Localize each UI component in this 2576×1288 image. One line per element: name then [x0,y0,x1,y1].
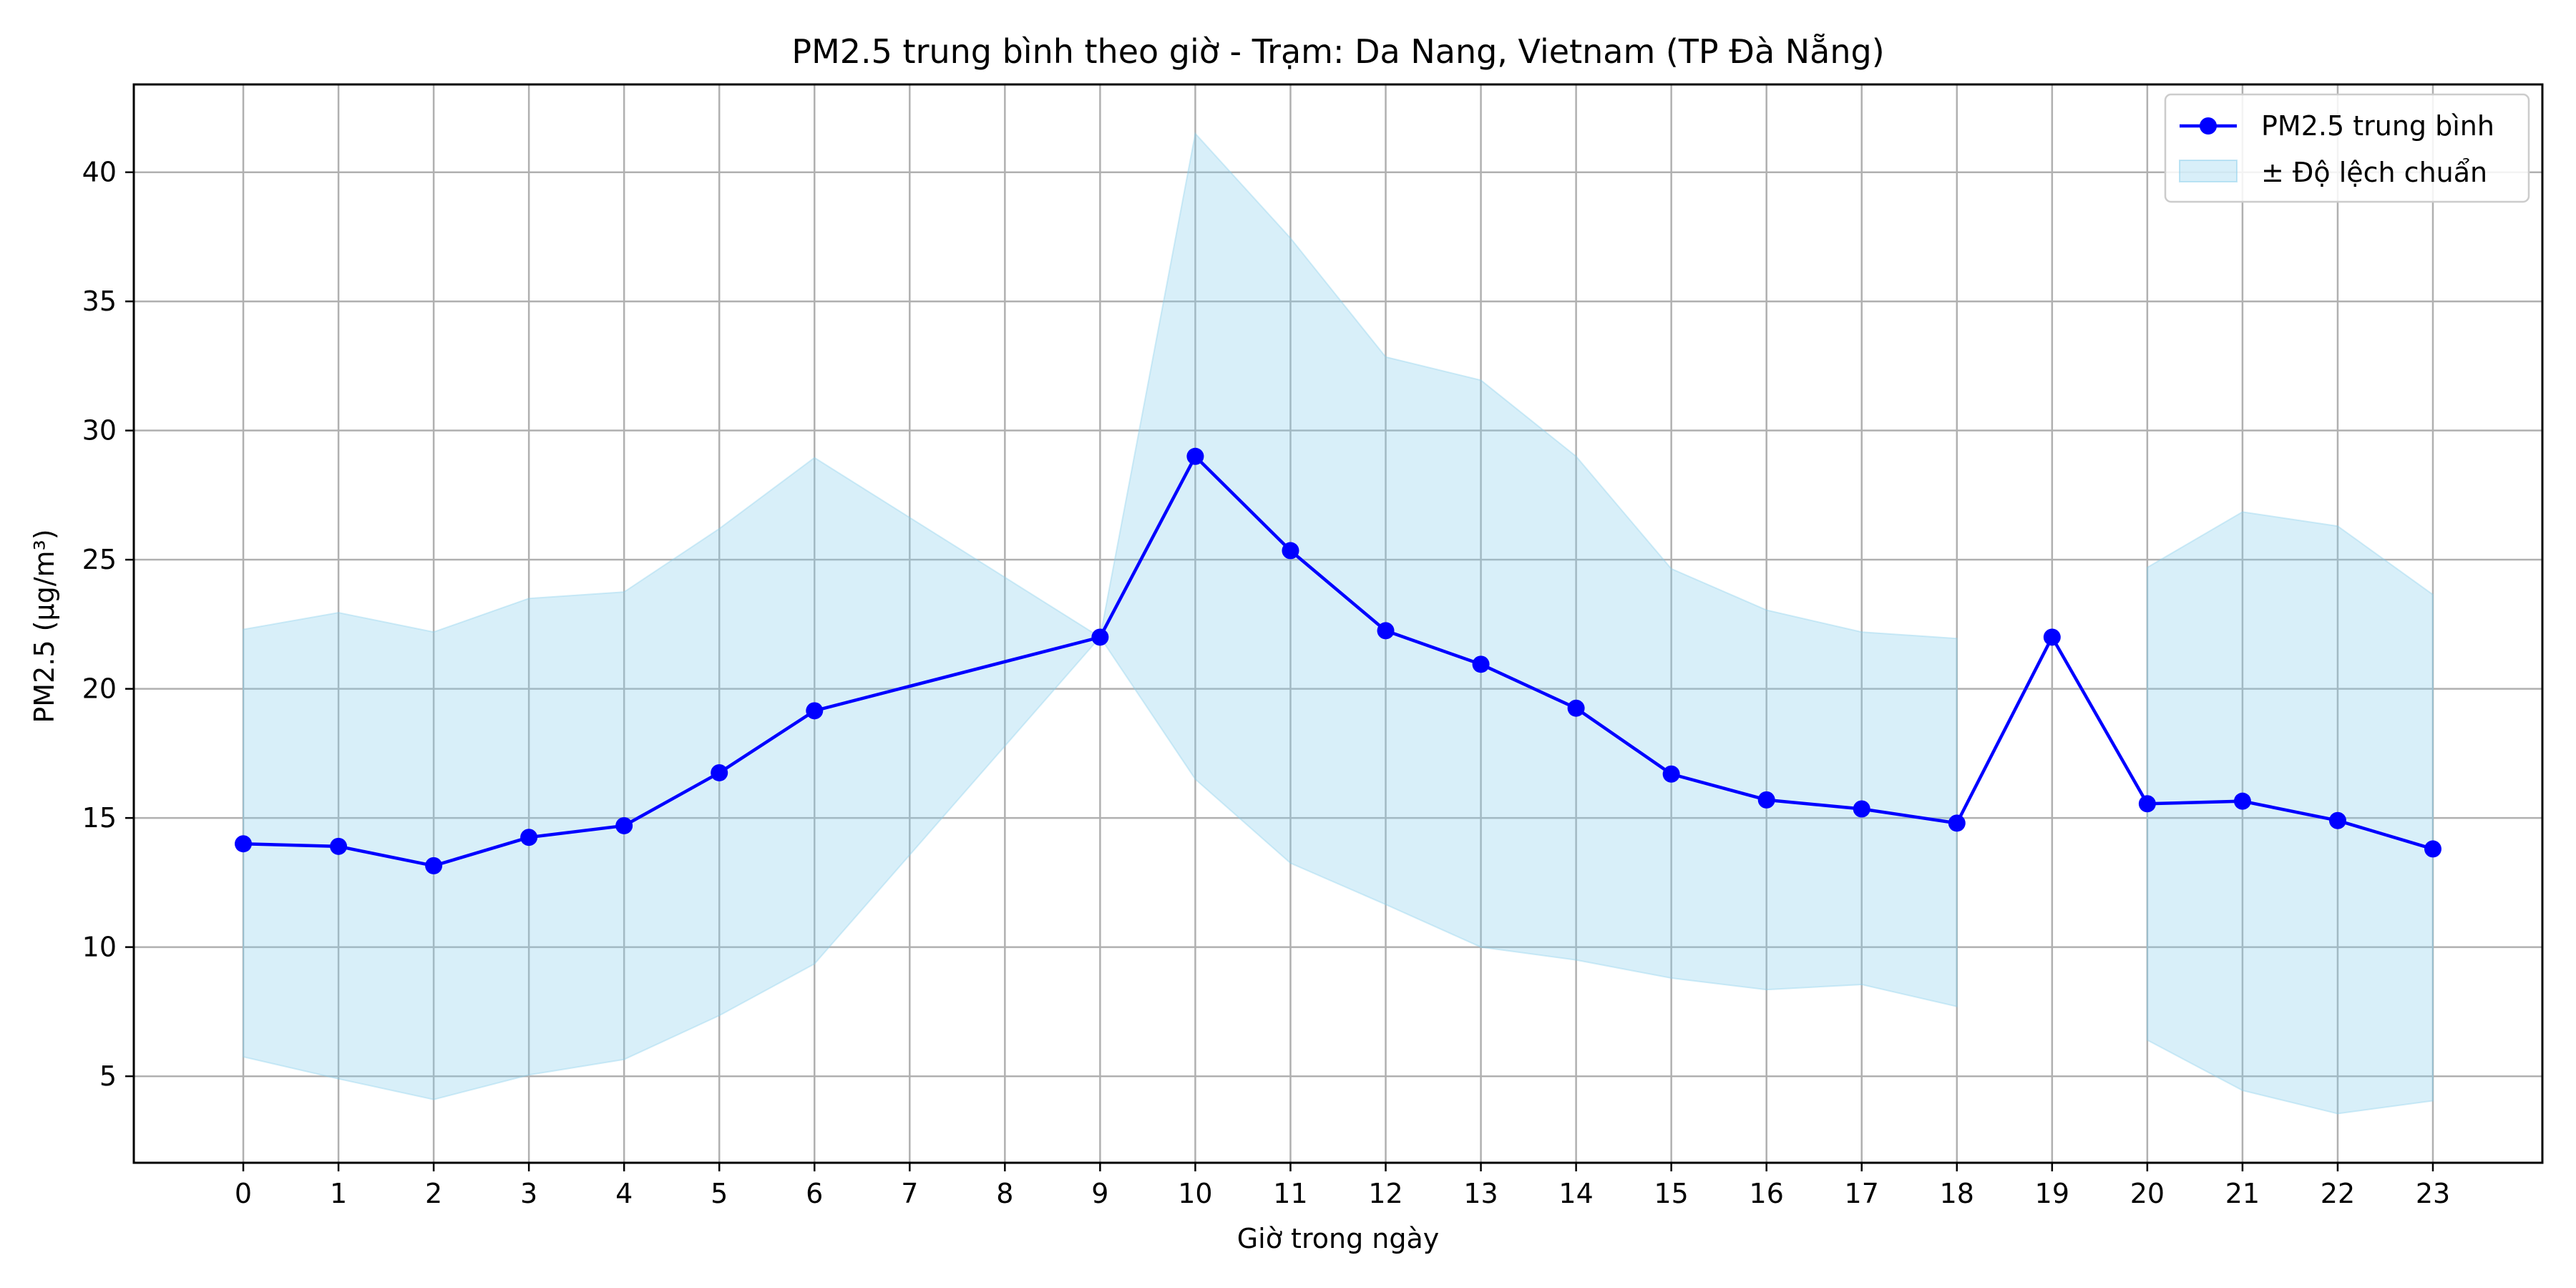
data-point [1282,542,1299,560]
data-point [615,816,633,834]
legend-label-band: ± Độ lệch chuẩn [2261,157,2487,188]
data-point [1472,655,1490,673]
data-point [2233,792,2251,810]
std-band [243,132,2434,1115]
legend-band-swatch [2179,160,2238,182]
mean-series [235,447,2441,874]
x-tick-label: 23 [2416,1178,2450,1209]
x-tick-label: 15 [1654,1178,1688,1209]
data-point [2138,795,2156,813]
std-band-area [243,132,1958,1101]
data-point [1757,791,1775,809]
y-tick-label: 30 [82,415,117,447]
data-point [2328,811,2346,829]
legend: PM2.5 trung bình ± Độ lệch chuẩn [2164,93,2530,203]
x-tick-label: 16 [1750,1178,1784,1209]
x-tick-label: 17 [1845,1178,1879,1209]
chart-title: PM2.5 trung bình theo giờ - Trạm: Da Nan… [791,32,1884,71]
x-tick-label: 10 [1178,1178,1212,1209]
y-axis-title: PM2.5 (µg/m³) [29,529,60,723]
y-tick-label: 25 [82,544,117,575]
data-point [1567,699,1585,717]
x-tick-label: 21 [2225,1178,2260,1209]
data-point [520,829,538,847]
data-point [1186,447,1204,465]
data-point [711,763,728,781]
plot-frame [132,83,2544,1164]
x-tick-label: 1 [330,1178,347,1209]
mean-line [243,454,2434,868]
x-tick-label: 4 [615,1178,633,1209]
x-tick-label: 0 [235,1178,252,1209]
x-tick-label: 2 [425,1178,442,1209]
legend-label-mean: PM2.5 trung bình [2261,110,2494,142]
y-tick-label: 10 [82,932,117,963]
std-band-area [2146,511,2434,1115]
x-tick-label: 7 [901,1178,918,1209]
data-point [1662,765,1680,783]
x-tick-label: 6 [806,1178,823,1209]
data-point [2424,840,2441,858]
data-point [806,702,824,720]
x-tick-label: 20 [2130,1178,2165,1209]
legend-box [2164,93,2530,203]
data-point [1091,628,1109,646]
x-tick-label: 18 [1940,1178,1974,1209]
y-tick-label: 35 [82,286,117,317]
x-axis-title: Giờ trong ngày [1237,1223,1440,1254]
y-tick-label: 20 [82,673,117,705]
x-tick-label: 11 [1273,1178,1307,1209]
x-tick-label: 9 [1091,1178,1108,1209]
y-tick-label: 5 [99,1060,117,1092]
x-tick-label: 12 [1368,1178,1402,1209]
data-point [1377,622,1395,640]
x-tick-label: 19 [2035,1178,2069,1209]
x-tick-label: 14 [1558,1178,1593,1209]
data-point [1948,814,1966,832]
data-point [2043,628,2061,646]
x-axis: 0 1 2 3 4 5 6 7 8 9 10 11 12 13 14 15 16 17 18 19 20 21 22 23 [235,1163,2450,1209]
legend-point-marker [2200,117,2217,135]
x-tick-label: 13 [1463,1178,1498,1209]
y-tick-label: 40 [82,157,117,188]
x-tick-label: 3 [520,1178,537,1209]
data-point [330,837,348,855]
x-tick-label: 5 [711,1178,728,1209]
data-point [425,857,443,874]
grid [134,84,2542,1163]
x-tick-label: 22 [2321,1178,2355,1209]
y-tick-label: 15 [82,802,117,834]
x-tick-label: 8 [996,1178,1013,1209]
data-point [235,835,252,853]
data-point [1853,800,1870,818]
y-axis: 5 10 15 20 25 30 35 40 [82,157,134,1092]
